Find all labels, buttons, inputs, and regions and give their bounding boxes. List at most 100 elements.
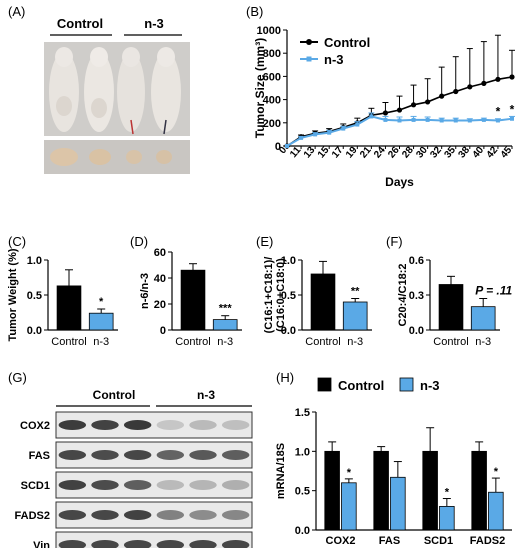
- bar-control: [422, 450, 438, 531]
- blot-band: [123, 510, 152, 520]
- blot-band: [123, 540, 152, 548]
- x-category-label: n-3: [217, 336, 233, 348]
- bar-n3: [341, 482, 357, 531]
- blot-band: [156, 450, 185, 460]
- panel-label-d: (D): [130, 234, 149, 249]
- panel-label-h: (H): [276, 370, 295, 385]
- blot-band: [58, 450, 87, 460]
- data-point-n3: [425, 117, 430, 122]
- blot-band: [221, 450, 250, 460]
- blot-row-label: Vin: [33, 540, 50, 548]
- data-point-n3: [355, 122, 360, 127]
- x-category-label: COX2: [326, 535, 356, 547]
- blot-row-label: FAS: [29, 450, 50, 462]
- significance-marker: *: [494, 466, 499, 478]
- y-axis-title-line: (C16:0+C18:0): [275, 258, 287, 332]
- data-point-n3: [453, 118, 458, 123]
- blot-band: [189, 420, 217, 430]
- blot-band: [189, 510, 217, 520]
- blot-strip: [55, 501, 253, 529]
- y-tick-label: 400: [263, 95, 281, 107]
- blot-band: [58, 480, 87, 490]
- data-point-control: [382, 110, 389, 116]
- data-point-control: [410, 102, 417, 108]
- blot-strip: [55, 441, 253, 469]
- blot-band: [189, 450, 217, 460]
- data-point-control: [509, 74, 515, 80]
- y-tick-label: 0.0: [295, 525, 310, 537]
- y-tick-label: 1.0: [27, 255, 42, 267]
- data-point-control: [425, 99, 431, 105]
- legend-swatch-n3: [399, 377, 414, 392]
- x-category-label: FAS: [379, 535, 400, 547]
- y-tick-label: 200: [263, 118, 281, 130]
- y-tick-label: 600: [263, 71, 281, 83]
- y-tick-label: 40: [154, 273, 166, 285]
- panel-label-f: (F): [386, 234, 403, 249]
- legend-label-control: Control: [338, 378, 384, 393]
- blot-band: [91, 420, 119, 430]
- data-point-control: [453, 88, 459, 95]
- photo-group-label-control: Control: [57, 16, 103, 31]
- panel-label-e: (E): [256, 234, 274, 249]
- y-tick-label: 1.0: [281, 255, 296, 267]
- data-point-n3: [411, 117, 416, 122]
- tumor-image-3: [126, 150, 142, 164]
- data-point-n3: [510, 116, 514, 121]
- legend-label-n3: n-3: [324, 52, 344, 67]
- significance-marker: *: [445, 487, 450, 499]
- bar-n3: [390, 476, 406, 531]
- significance-marker: P = .11: [475, 284, 512, 298]
- blot-band: [123, 450, 152, 460]
- bar-control: [373, 450, 389, 531]
- blot-band: [221, 510, 250, 520]
- tumor-image-2: [89, 149, 111, 165]
- y-tick-label: 1000: [257, 25, 281, 37]
- bar-n3: [439, 505, 455, 531]
- x-tick-label: 0: [277, 145, 289, 157]
- data-point-n3: [341, 126, 346, 131]
- data-point-n3: [285, 144, 289, 148]
- y-tick-label: 0: [275, 141, 281, 153]
- panel-label-b: (B): [246, 4, 264, 19]
- blot-group-label-control: Control: [93, 388, 136, 402]
- y-axis-title: Tumor Size (mm³): [253, 38, 267, 138]
- y-tick-label: 1.5: [295, 407, 310, 419]
- significance-marker: *: [510, 102, 515, 116]
- blot-band: [91, 480, 119, 490]
- blot-band: [189, 540, 217, 548]
- data-point-control: [439, 93, 445, 99]
- blot-band: [123, 480, 152, 490]
- mouse-image-3: [117, 47, 145, 135]
- mouse-image-4: [151, 47, 181, 135]
- data-point-n3: [327, 130, 332, 135]
- data-point-n3: [481, 117, 486, 122]
- legend-swatch-control: [317, 377, 332, 392]
- blot-group-label-n3: n-3: [197, 388, 215, 402]
- blot-band: [221, 420, 250, 430]
- y-tick-label: 0.5: [27, 290, 42, 302]
- blot-row-label: FADS2: [15, 510, 50, 522]
- blot-band: [91, 510, 119, 520]
- x-axis-title: Days: [385, 175, 414, 189]
- mouse-image-1: [49, 47, 79, 132]
- data-point-n3: [397, 118, 402, 123]
- y-axis-title: Tumor Weight (%): [7, 248, 19, 341]
- significance-marker: *: [99, 296, 104, 308]
- significance-marker: *: [496, 105, 501, 119]
- photo-group-label-n3: n-3: [144, 16, 164, 31]
- legend-marker-n3: [306, 56, 312, 62]
- blot-band: [58, 420, 87, 430]
- blot-strip: [55, 411, 253, 439]
- y-tick-label: 0.0: [409, 325, 424, 337]
- data-point-n3: [467, 118, 472, 123]
- y-axis-title: C20:4/C18:2: [397, 264, 409, 327]
- y-tick-label: 60: [154, 247, 166, 259]
- legend-marker-control: [306, 39, 312, 45]
- y-tick-label: 1.0: [295, 446, 310, 458]
- blot-band: [91, 540, 119, 548]
